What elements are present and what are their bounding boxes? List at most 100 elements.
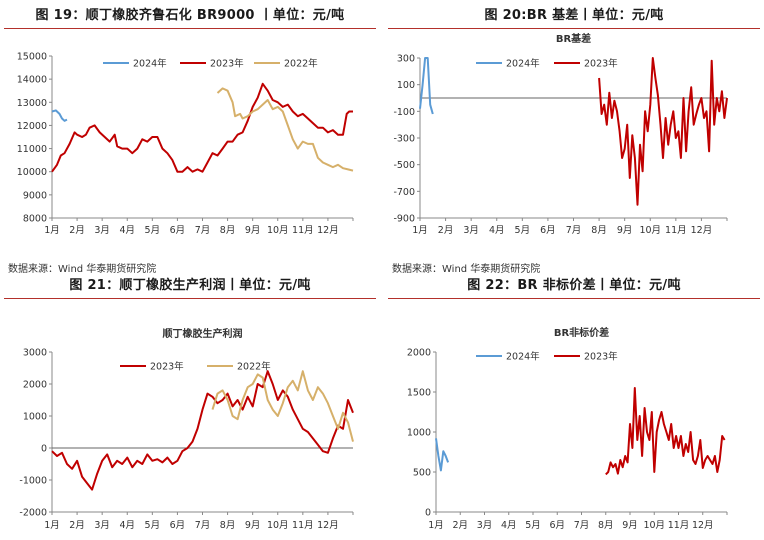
x-tick-label: 7月 <box>566 225 582 236</box>
series-line <box>419 57 434 115</box>
x-tick-label: 11月 <box>292 225 314 236</box>
y-tick-label: 8000 <box>23 214 47 225</box>
series-line <box>216 87 354 172</box>
x-tick-label: 1月 <box>44 225 60 236</box>
x-tick-label: 11月 <box>668 520 690 531</box>
legend-label: 2024年 <box>506 58 540 70</box>
title-divider <box>388 28 760 29</box>
panel-title: 图 20:BR 基差丨单位：元/吨 <box>484 8 664 23</box>
panel-title: 图 19：顺丁橡胶齐鲁石化 BR9000 丨单位：元/吨 <box>35 8 345 23</box>
legend-label: 2024年 <box>133 58 167 70</box>
y-tick-label: 11000 <box>17 144 47 155</box>
x-tick-label: 3月 <box>94 520 110 531</box>
x-tick-label: 4月 <box>119 225 135 236</box>
title-divider <box>388 298 760 299</box>
y-tick-label: 13000 <box>17 98 47 109</box>
x-tick-label: 12月 <box>692 520 714 531</box>
chart-production-profit: 顺丁橡胶生产利润 -2000 -1000 0 1000 2000 3000 1月 2月 3月 4月 5… <box>19 327 354 531</box>
chart-panel-production-profit: 图 21：顺丁橡胶生产利润丨单位：元/吨 顺丁橡胶生产利润 -2000 -1000 0… <box>0 270 380 540</box>
x-tick-label: 5月 <box>145 520 161 531</box>
x-tick-label: 7月 <box>195 225 211 236</box>
chart-panel-br-basis: 图 20:BR 基差丨单位：元/吨 BR基差 -900 -700 -500 -300 -1… <box>384 0 764 275</box>
x-tick-label: 2月 <box>69 520 85 531</box>
y-tick-label: 12000 <box>17 121 47 132</box>
x-tick-label: 6月 <box>540 225 556 236</box>
series-line <box>211 370 354 442</box>
x-tick-label: 7月 <box>195 520 211 531</box>
x-tick-label: 4月 <box>489 225 505 236</box>
y-tick-label: 3000 <box>23 348 47 359</box>
y-tick-label: -2000 <box>19 508 47 519</box>
y-tick-label: 14000 <box>17 75 47 86</box>
y-tick-label: 500 <box>413 468 431 479</box>
x-tick-label: 11月 <box>665 225 687 236</box>
legend-label: 2023年 <box>210 58 244 70</box>
chart-title: BR基差 <box>556 32 591 45</box>
x-tick-label: 10月 <box>267 520 289 531</box>
x-tick-label: 9月 <box>245 520 261 531</box>
series-line <box>435 438 450 472</box>
x-tick-label: 6月 <box>170 520 186 531</box>
y-tick-label: 2000 <box>23 380 47 391</box>
x-tick-label: 10月 <box>639 225 661 236</box>
legend-label: 2023年 <box>150 361 184 373</box>
title-divider <box>4 298 376 299</box>
x-tick-label: 2月 <box>438 225 454 236</box>
x-tick-label: 12月 <box>317 520 339 531</box>
legend-label: 2023年 <box>584 58 618 70</box>
chart-nonstandard-spread: BR非标价差 0 500 1000 1500 2000 1月 2月 3月 4月 5月 6月 7月 8月 9月… <box>407 326 728 531</box>
chart-title: 顺丁橡胶生产利润 <box>163 327 243 340</box>
x-tick-label: 9月 <box>617 225 633 236</box>
y-tick-label: 1500 <box>407 388 431 399</box>
y-tick-label: 100 <box>397 80 415 91</box>
x-tick-label: 4月 <box>501 520 517 531</box>
chart-panel-br9000-price: 图 19：顺丁橡胶齐鲁石化 BR9000 丨单位：元/吨 8000 9000 100… <box>0 0 380 275</box>
x-tick-label: 10月 <box>643 520 665 531</box>
series-line <box>598 57 728 206</box>
source-note: 数据来源：Wind 华泰期货研究院 <box>8 264 157 275</box>
series-line <box>51 370 354 491</box>
x-tick-label: 8月 <box>220 520 236 531</box>
legend-label: 2022年 <box>237 361 271 373</box>
panel-title: 图 22：BR 非标价差丨单位：元/吨 <box>467 278 681 293</box>
legend-label: 2022年 <box>284 58 318 70</box>
x-tick-label: 9月 <box>245 225 261 236</box>
x-tick-label: 5月 <box>515 225 531 236</box>
x-tick-label: 8月 <box>598 520 614 531</box>
x-tick-label: 12月 <box>691 225 713 236</box>
series-line <box>605 387 726 476</box>
y-tick-label: 15000 <box>17 52 47 63</box>
y-tick-label: -700 <box>393 187 415 198</box>
y-tick-label: 9000 <box>23 190 47 201</box>
x-tick-label: 2月 <box>452 520 468 531</box>
x-tick-label: 2月 <box>69 225 85 236</box>
y-tick-label: -500 <box>393 160 415 171</box>
x-tick-label: 6月 <box>170 225 186 236</box>
title-divider <box>4 28 376 29</box>
x-tick-label: 12月 <box>317 225 339 236</box>
chart-title: BR非标价差 <box>554 326 609 339</box>
legend-label: 2024年 <box>506 351 540 363</box>
source-note: 数据来源：Wind 华泰期货研究院 <box>392 264 541 275</box>
y-tick-label: 10000 <box>17 167 47 178</box>
panel-title: 图 21：顺丁橡胶生产利润丨单位：元/吨 <box>69 278 311 293</box>
y-tick-label: 300 <box>397 54 415 65</box>
x-tick-label: 5月 <box>145 225 161 236</box>
x-tick-label: 8月 <box>591 225 607 236</box>
y-tick-label: 0 <box>425 508 431 519</box>
y-tick-label: 0 <box>41 444 47 455</box>
x-tick-label: 9月 <box>622 520 638 531</box>
x-tick-label: 7月 <box>574 520 590 531</box>
series-line <box>51 82 353 173</box>
chart-br9000-price: 8000 9000 10000 11000 12000 13000 14000 15000 1月… <box>17 52 354 236</box>
y-tick-label: 2000 <box>407 348 431 359</box>
chart-panel-nonstandard-spread: 图 22：BR 非标价差丨单位：元/吨 BR非标价差 0 500 1000 1500 20… <box>384 270 764 540</box>
x-tick-label: 3月 <box>463 225 479 236</box>
x-tick-label: 6月 <box>549 520 565 531</box>
x-tick-label: 1月 <box>44 520 60 531</box>
x-tick-label: 1月 <box>428 520 444 531</box>
y-tick-label: -1000 <box>19 476 47 487</box>
y-tick-label: 1000 <box>23 412 47 423</box>
chart-br-basis: BR基差 -900 -700 -500 -300 -100 100 300 1月 2月 3月 4月 5月… <box>393 32 728 236</box>
x-tick-label: 3月 <box>94 225 110 236</box>
